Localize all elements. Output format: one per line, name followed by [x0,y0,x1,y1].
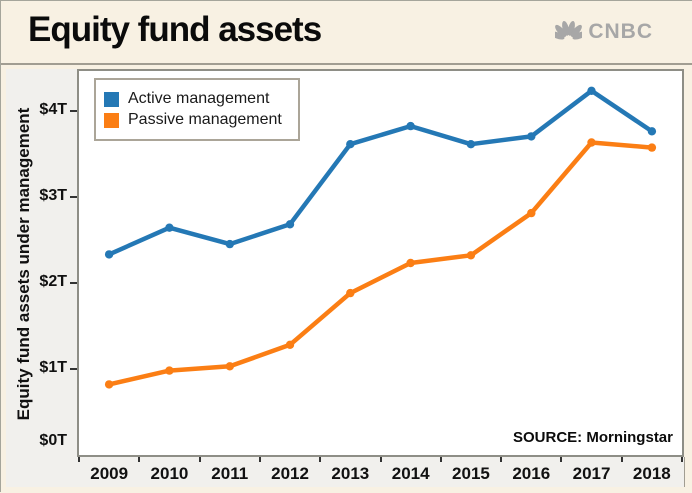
x-tick-label-2013: 2013 [331,464,370,483]
y-axis-band [6,69,77,487]
data-point-passive-2011 [225,362,234,371]
y-axis-title: Equity fund assets under management [14,107,33,421]
data-point-passive-2017 [587,138,596,147]
y-tick-label-$0T: $0T [39,432,67,449]
data-point-active-2014 [406,121,415,131]
y-tick-$1T [70,367,77,370]
data-point-active-2016 [527,132,536,141]
x-tick-2 [198,457,201,462]
y-tick-label-$3T: $3T [39,186,67,204]
x-tick-8 [560,457,563,462]
x-tick-label-2017: 2017 [572,464,611,483]
x-tick-label-2012: 2012 [271,464,309,483]
legend-label-active: Active management [128,90,270,107]
y-tick-label-$2T: $2T [39,272,67,290]
x-tick-4 [319,457,322,462]
y-tick-$4T [70,109,77,112]
x-tick-9 [620,457,623,462]
line-series-canvas [104,86,657,389]
y-tick-label-$4T: $4T [39,100,67,118]
passive-management-swatch [104,112,119,128]
y-tick-$3T [70,195,77,198]
x-tick-0 [78,457,80,462]
x-tick-6 [439,457,442,462]
data-point-active-2018 [647,127,657,136]
data-point-passive-2014 [406,258,415,268]
series-line-passive [108,140,653,387]
x-tick-1 [138,457,141,462]
x-tick-3 [258,457,261,462]
data-point-passive-2018 [647,143,657,152]
data-point-active-2011 [225,239,234,249]
x-axis-band [6,457,685,487]
x-tick-7 [500,457,503,462]
active-management-swatch [104,91,119,107]
x-tick-10 [681,457,683,462]
x-tick-label-2016: 2016 [512,464,551,483]
legend: Active management Passive management [94,78,300,141]
x-tick-5 [379,457,382,462]
x-tick-label-2011: 2011 [211,464,249,483]
header: Equity fund assets CNBC [1,1,692,65]
y-tick-label-$1T: $1T [39,358,67,376]
data-point-passive-2012 [285,340,295,349]
cnbc-peacock-icon [555,20,583,40]
x-tick-label-2014: 2014 [391,464,430,483]
legend-item-active: Active management [104,90,282,108]
data-point-active-2012 [285,220,295,229]
plot-area: Active management Passive management SOU… [77,69,684,457]
data-point-passive-2013 [346,288,355,298]
data-point-active-2010 [165,223,174,232]
legend-label-passive: Passive management [128,111,282,128]
data-point-passive-2009 [104,380,114,389]
chart-figure: Equity fund assets under management Acti… [1,65,692,493]
data-point-passive-2015 [466,251,476,260]
page-title: Equity fund assets [28,10,322,49]
cnbc-logo: CNBC [555,20,653,44]
cnbc-brand-text: CNBC [588,20,653,43]
data-point-active-2013 [346,140,355,149]
data-point-passive-2016 [527,208,536,218]
data-point-active-2009 [104,250,114,259]
data-point-passive-2010 [165,366,174,375]
x-tick-label-2015: 2015 [452,464,490,483]
x-tick-label-2010: 2010 [150,464,189,483]
y-tick-$2T [70,281,77,284]
series-line-active [108,88,654,257]
x-tick-label-2009: 2009 [90,464,129,483]
source-credit: SOURCE: Morningstar [512,429,673,446]
x-tick-label-2018: 2018 [632,464,671,483]
data-point-active-2017 [587,86,596,95]
legend-item-passive: Passive management [104,111,282,129]
data-point-active-2015 [466,140,476,149]
